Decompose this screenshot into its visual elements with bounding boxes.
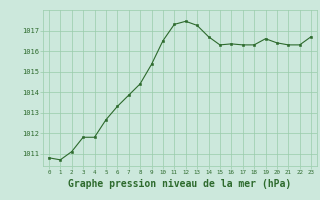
- X-axis label: Graphe pression niveau de la mer (hPa): Graphe pression niveau de la mer (hPa): [68, 179, 292, 189]
